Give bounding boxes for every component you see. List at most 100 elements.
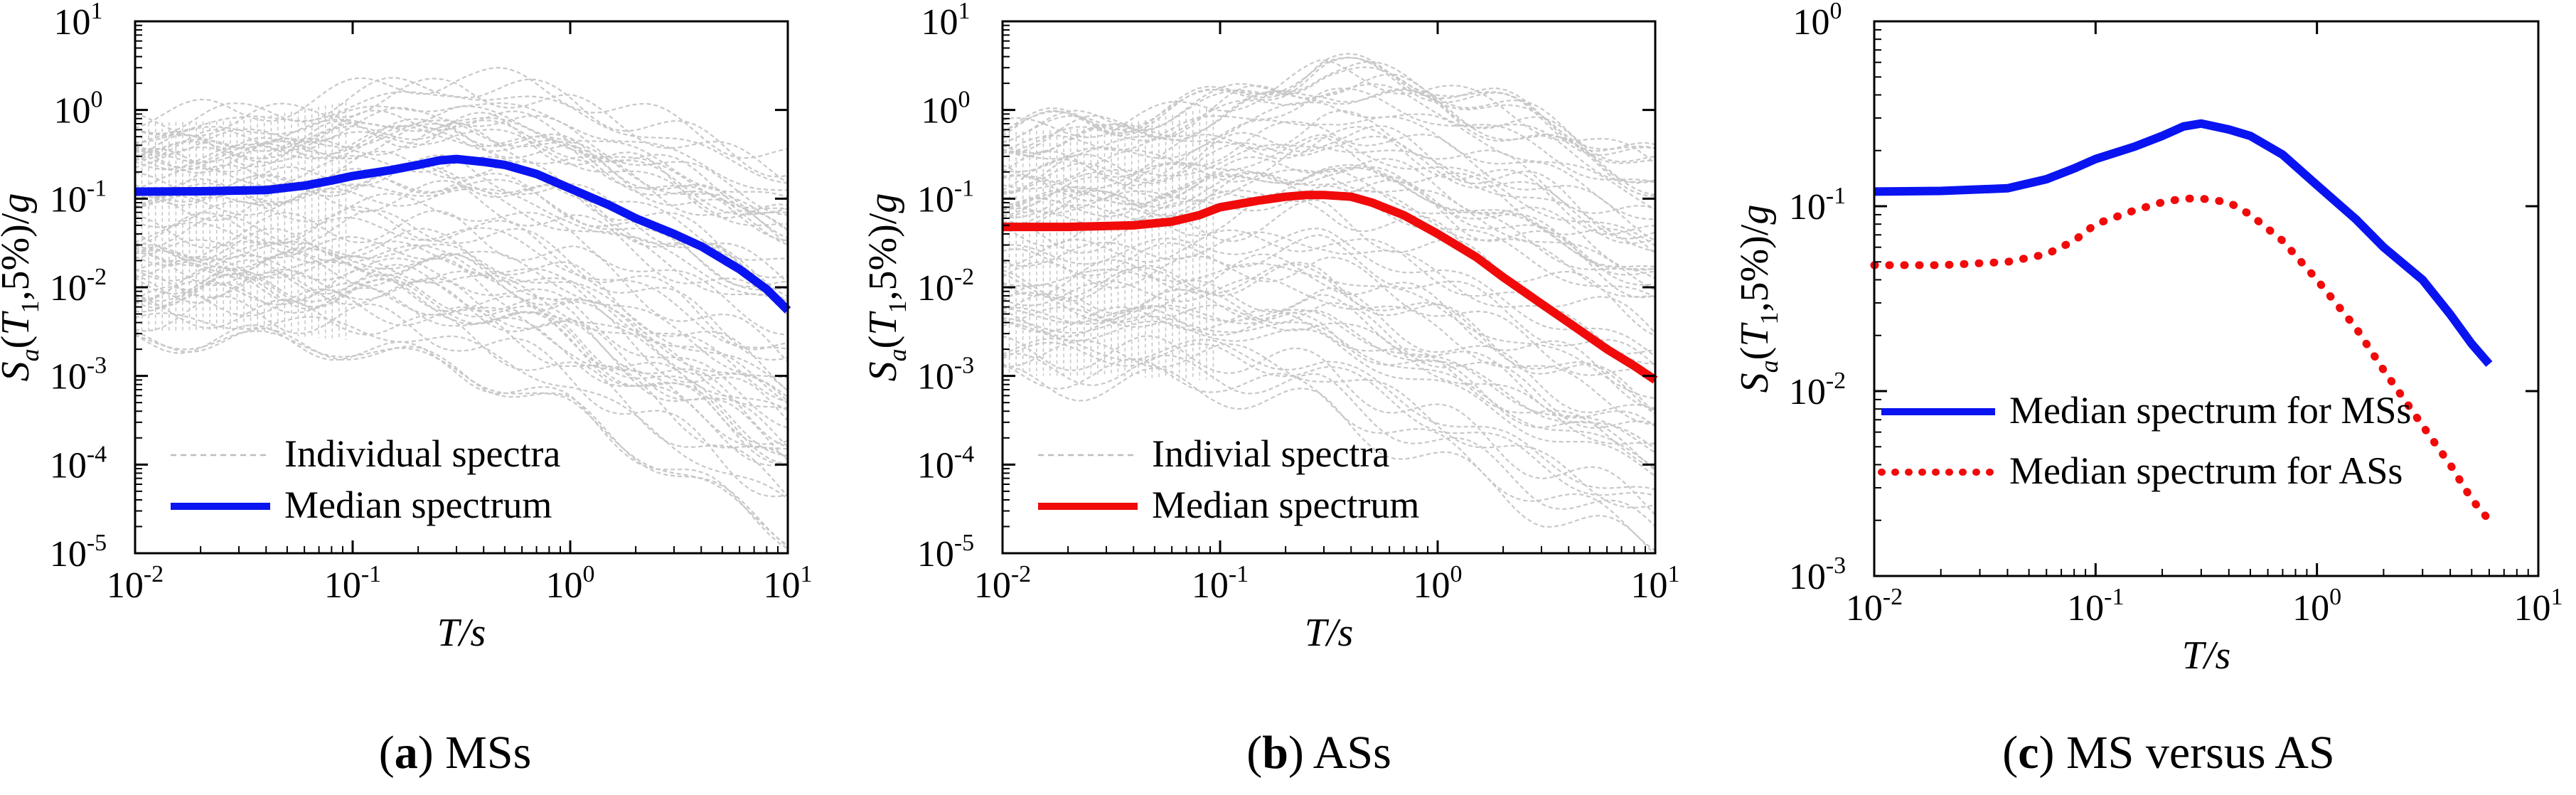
individual-spectrum-line	[1003, 353, 1655, 527]
individual-spectrum-line	[1003, 184, 1655, 299]
ylabel-g: g	[861, 193, 905, 213]
tick-exponent: -4	[954, 441, 974, 467]
individual-spectrum-line	[135, 235, 788, 379]
individual-spectrum-line	[1003, 87, 1655, 183]
tick-base: 10	[764, 565, 801, 606]
tick-exponent: -3	[954, 353, 974, 379]
tick-base: 10	[917, 534, 954, 575]
tick-base: 10	[107, 565, 144, 606]
x-tick-label: 100	[2292, 584, 2341, 629]
caption-letter: a	[395, 727, 418, 779]
tick-exponent: 1	[1668, 561, 1680, 587]
individual-spectrum-line	[1003, 262, 1655, 415]
x-tick-label: 100	[546, 561, 595, 606]
individual-spectrum-line	[1003, 320, 1655, 477]
individual-spectrum-line	[135, 78, 788, 184]
individual-spectrum-line	[135, 246, 788, 402]
x-tick-label: 100	[1413, 561, 1463, 606]
individual-spectrum-line	[135, 297, 788, 497]
individual-spectrum-line	[135, 90, 788, 184]
individual-spectrum-line	[135, 66, 788, 159]
individual-spectrum-line	[135, 279, 788, 450]
ylabel-g: g	[0, 193, 38, 213]
tick-exponent: 0	[583, 561, 595, 587]
tick-base: 10	[1413, 565, 1450, 606]
tick-base: 10	[50, 268, 87, 309]
x-tick-label: 10-1	[324, 561, 381, 606]
caption-text: ) MS versus AS	[2039, 727, 2335, 779]
y-tick-label: 10-2	[50, 264, 107, 309]
y-tick-label: 10-4	[50, 441, 107, 486]
individual-spectrum-line	[1003, 339, 1655, 508]
individual-spectrum-line	[1003, 110, 1655, 214]
legend-label: Median spectrum for ASs	[2009, 449, 2403, 492]
caption-open-paren: (	[2002, 727, 2018, 779]
y-tick-label: 10-3	[50, 353, 107, 398]
caption-open-paren: (	[379, 727, 395, 779]
tick-exponent: -1	[361, 561, 381, 587]
individual-spectrum-line	[135, 247, 788, 398]
individual-spectrum-line	[135, 255, 788, 409]
tick-base: 10	[1789, 557, 1826, 597]
tick-base: 10	[50, 357, 87, 398]
ylabel-sub-1: 1	[1755, 312, 1783, 325]
tick-base: 10	[917, 357, 954, 398]
tick-base: 10	[54, 91, 91, 132]
individual-spectrum-line	[1003, 279, 1655, 414]
individual-spectrum-line	[135, 77, 788, 178]
ylabel-sub-1: 1	[16, 301, 44, 314]
legend-label: Median spectrum for MSs	[2009, 389, 2411, 432]
y-tick-label: 10-4	[917, 441, 974, 486]
tick-exponent: -1	[87, 175, 107, 201]
y-tick-label: 101	[54, 0, 103, 43]
tick-base: 10	[1192, 565, 1229, 606]
y-axis-label: Sa(T1,5%)/g	[0, 193, 44, 382]
ylabel-T: T	[1733, 322, 1777, 347]
individual-spectrum-line	[1003, 169, 1655, 291]
tick-exponent: -2	[87, 264, 107, 290]
ylabel-paren: (	[1733, 347, 1777, 361]
y-tick-label: 10-3	[1789, 553, 1846, 597]
caption-text: ) MSs	[418, 727, 532, 779]
individual-spectrum-line	[1003, 304, 1655, 445]
individual-spectrum-line	[1003, 126, 1655, 235]
tick-base: 10	[2067, 588, 2104, 629]
tick-base: 10	[50, 534, 87, 575]
individual-spectrum-line	[135, 163, 788, 303]
tick-exponent: -4	[87, 441, 107, 467]
legend-label: Indivial spectra	[1152, 432, 1389, 475]
individual-spectrum-line	[1003, 134, 1655, 247]
y-tick-label: 10-1	[1789, 183, 1846, 228]
ylabel-T: T	[0, 311, 38, 336]
ylabel-mid: ,5%)/	[0, 213, 38, 300]
legend-label: Median spectrum	[284, 484, 552, 526]
x-tick-label: 101	[1631, 561, 1680, 606]
individual-spectrum-line	[1003, 277, 1655, 426]
caption-open-paren: (	[1246, 727, 1262, 779]
ylabel-g: g	[1733, 205, 1777, 225]
individual-spectrum-line	[135, 210, 788, 363]
tick-exponent: -5	[954, 530, 974, 556]
individual-spectrum-line	[135, 273, 788, 465]
tick-base: 10	[921, 2, 958, 43]
individual-spectrum-line	[1003, 262, 1655, 400]
individual-spectrum-line	[1003, 166, 1655, 276]
tick-exponent: 1	[801, 561, 813, 587]
individual-spectrum-line	[135, 271, 788, 461]
y-tick-label: 10-1	[917, 175, 974, 220]
tick-exponent: -1	[954, 175, 974, 201]
caption-letter: c	[2018, 727, 2038, 779]
individual-spectrum-line	[135, 105, 788, 198]
ylabel-S: S	[0, 361, 38, 381]
tick-base: 10	[2514, 588, 2551, 629]
tick-base: 10	[917, 268, 954, 309]
x-tick-label: 10-2	[1846, 584, 1903, 629]
x-tick-label: 10-2	[107, 561, 164, 606]
tick-exponent: -5	[87, 530, 107, 556]
tick-base: 10	[1789, 372, 1826, 412]
y-axis-label: Sa(T1,5%)/g	[861, 193, 912, 382]
individual-spectrum-line	[135, 117, 788, 210]
individual-spectrum-line	[1003, 166, 1655, 271]
individual-spectrum-line	[135, 150, 788, 279]
caption-letter: b	[1262, 727, 1288, 779]
